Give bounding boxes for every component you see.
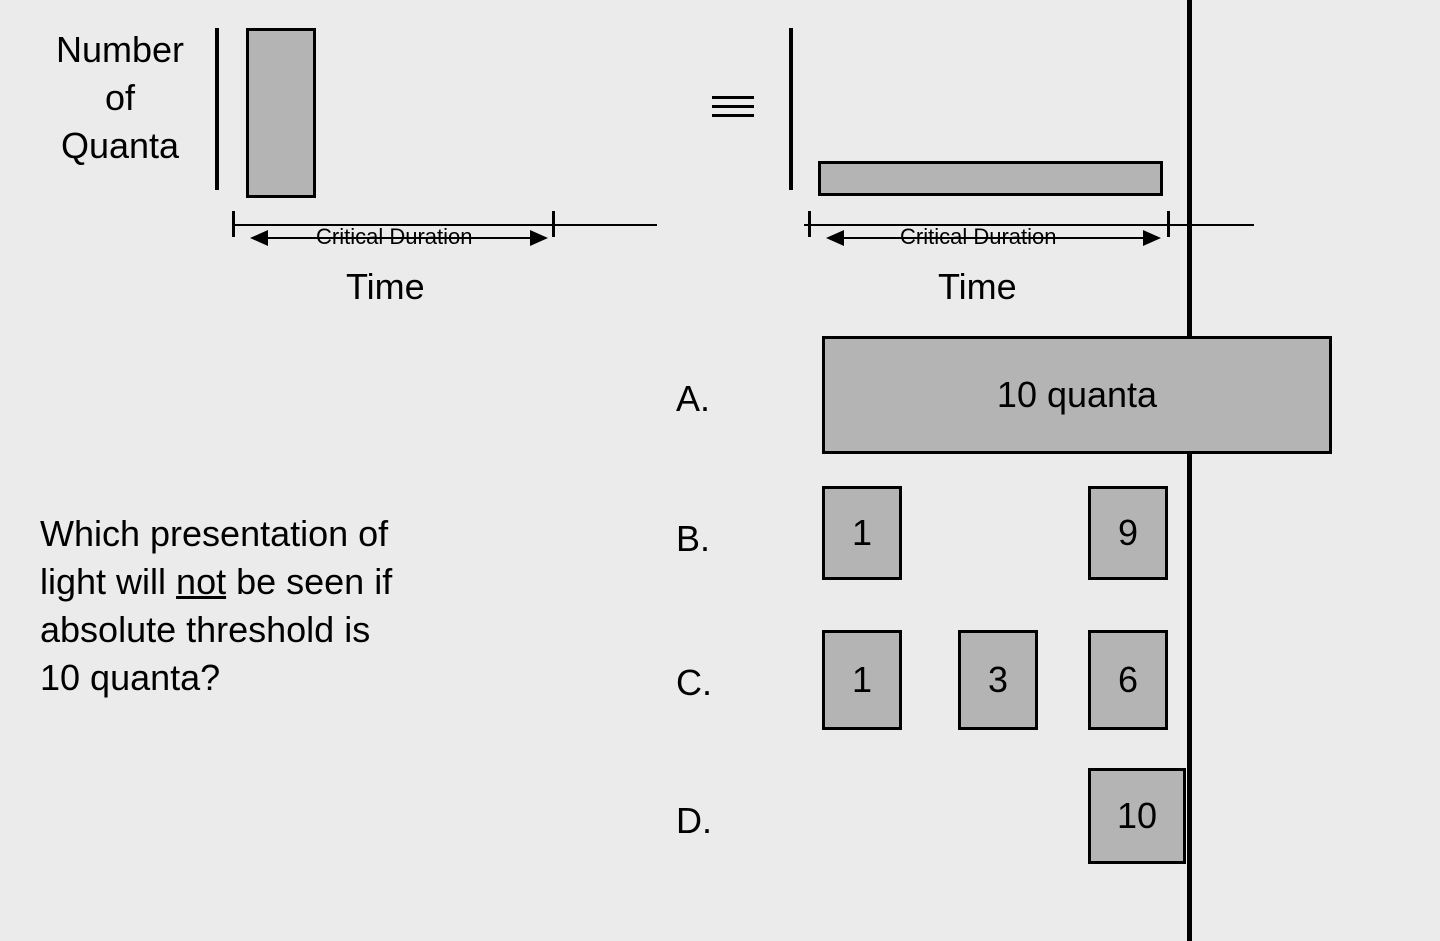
- critical-duration-marker-line: [1187, 0, 1192, 941]
- left-chart-y-axis: [215, 28, 219, 190]
- option-d-box: 10: [1088, 768, 1186, 864]
- option-c-box-1: 1: [822, 630, 902, 730]
- right-chart-bar: [818, 161, 1163, 196]
- right-time-label: Time: [938, 266, 1017, 308]
- left-time-label: Time: [346, 266, 425, 308]
- option-label-c: C.: [676, 662, 712, 704]
- right-chart-y-axis: [789, 28, 793, 190]
- right-critical-duration-label: Critical Duration: [900, 224, 1057, 250]
- equals-icon: [712, 90, 754, 123]
- option-label-a: A.: [676, 378, 710, 420]
- left-chart-bar: [246, 28, 316, 198]
- option-b-box-1: 1: [822, 486, 902, 580]
- y-axis-label: NumberofQuanta: [35, 26, 205, 170]
- left-critical-duration-label: Critical Duration: [316, 224, 473, 250]
- option-c-box-2: 3: [958, 630, 1038, 730]
- option-label-b: B.: [676, 518, 710, 560]
- option-label-d: D.: [676, 800, 712, 842]
- option-a-box: 10 quanta: [822, 336, 1332, 454]
- question-text: Which presentation oflight will not be s…: [40, 510, 392, 702]
- option-c-box-3: 6: [1088, 630, 1168, 730]
- option-b-box-2: 9: [1088, 486, 1168, 580]
